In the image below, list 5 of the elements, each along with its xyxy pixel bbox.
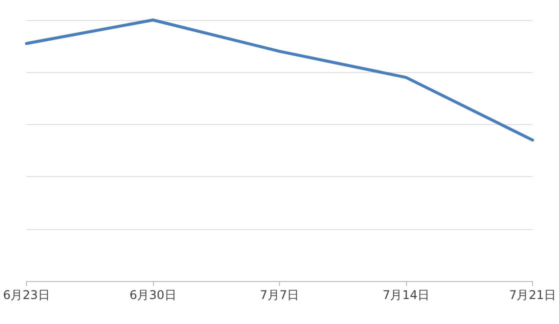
x-tick-label: 7月7日 [260, 288, 300, 302]
x-tick-label: 6月23日 [3, 288, 50, 302]
x-tick-label: 7月14日 [382, 288, 430, 302]
x-tick-label: 6月30日 [130, 288, 176, 302]
x-tick-label: 7月21日 [509, 288, 556, 302]
